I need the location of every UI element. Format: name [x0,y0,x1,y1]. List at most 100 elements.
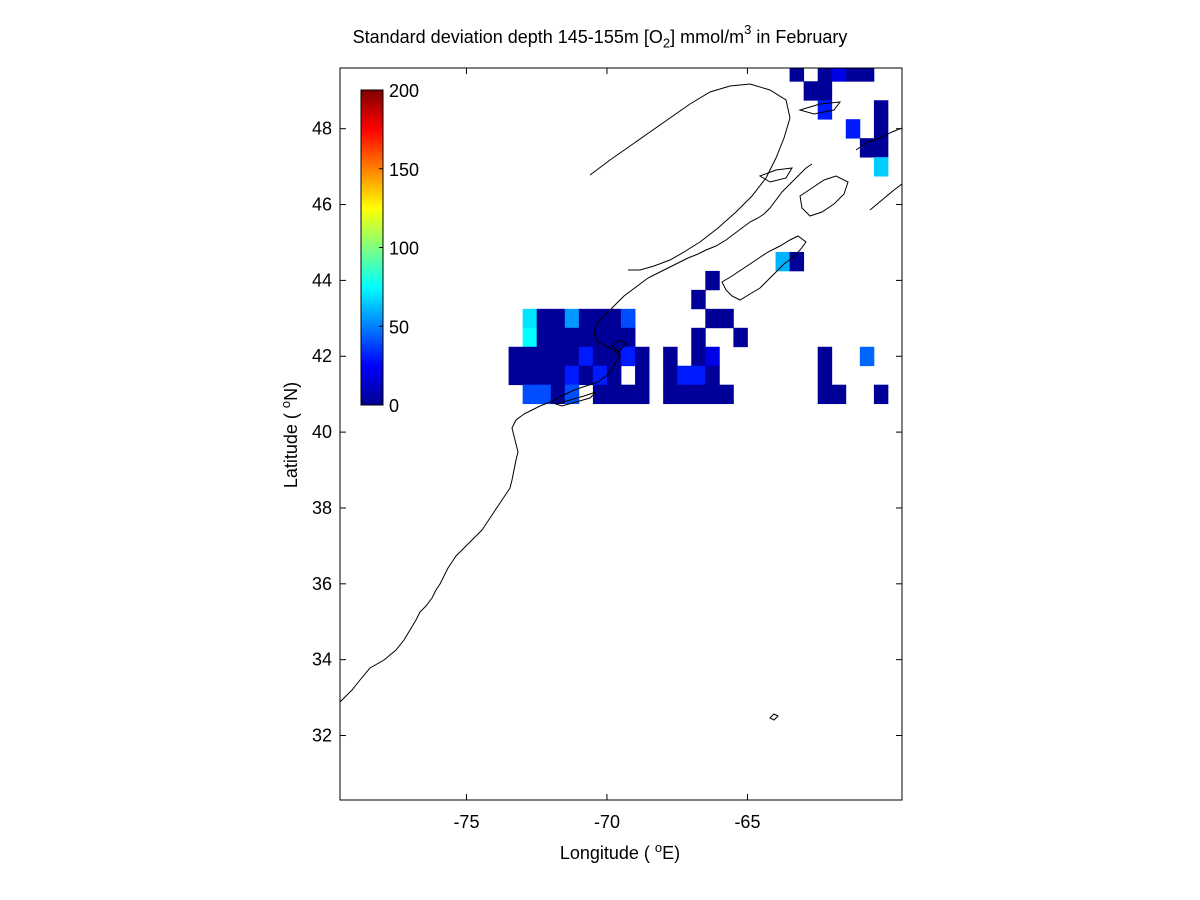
heatmap-cell [564,346,580,367]
y-tick-label: 38 [312,498,332,518]
heatmap-cell [691,384,706,405]
y-tick-label: 42 [312,346,332,366]
heatmap-cell [803,81,819,101]
x-tick-label: -70 [594,812,620,832]
heatmap-cell [859,138,875,158]
heatmap-cell [635,365,650,386]
heatmap-cell [691,289,706,310]
coastline-pei [758,167,793,183]
heatmap-cell [859,68,875,82]
x-axis-label: Longitude ( oE) [0,840,1200,864]
heatmap-cell [733,327,748,348]
x-axis-ticks: -75 -70 -65 [453,68,760,832]
title-subscript: 2 [662,35,671,51]
y-tick-label: 36 [312,574,332,594]
coastline-us-east [340,163,813,703]
coastline-newfoundland [855,127,902,211]
heatmap-cell [564,327,580,348]
heatmap-cell [817,68,833,82]
heatmap-cell [592,365,608,386]
y-tick-label: 40 [312,422,332,442]
colorbar-tick-label: 50 [389,317,409,337]
heatmap-cell [663,384,678,405]
heatmap-cell [550,327,566,348]
y-tick-label: 48 [312,119,332,139]
heatmap-cell [564,308,580,329]
heatmap-cell [550,365,566,386]
heatmap-cell [873,384,889,405]
heatmap-cell [578,308,594,329]
heatmap-cell [831,68,847,82]
heatmap-cell [522,346,538,367]
heatmap-cell [522,384,538,405]
heatmap-cell [817,100,833,120]
xlabel-pre: Longitude ( [559,843,655,863]
xlabel-degree: o [654,840,663,855]
heatmap-cell [873,138,889,158]
title-main: Standard deviation depth 145-155m [O [352,27,663,47]
heatmap-cell [621,384,636,405]
coastline-nova-scotia [721,235,807,301]
heatmap-cell [635,384,650,405]
heatmap-cell [621,308,636,329]
heatmap-cell [817,81,833,101]
heatmap-cell [592,327,608,348]
colorbar-tick-label: 150 [389,160,419,180]
heatmap-cell [536,327,552,348]
heatmap-cell [845,68,861,82]
heatmap-cell [873,119,889,139]
colorbar-tick-label: 0 [389,396,399,416]
heatmap-cell [691,346,706,367]
heatmap-cell [677,384,692,405]
heatmap-cell [705,365,720,386]
coastline-long-island [554,391,597,407]
y-tick-label: 44 [312,270,332,290]
coastline-anticosti [798,101,842,115]
heatmap-cell [845,119,861,139]
heatmap-cell [635,346,650,367]
axes-frame [339,67,903,801]
colorbar-tick-label: 100 [389,239,419,259]
coastline-cape-breton [799,175,849,217]
heatmap-cell [621,346,636,367]
heatmap-cell [592,308,608,329]
heatmap-cell [536,346,552,367]
title-end: in February [751,27,848,47]
heatmap-cells [508,68,889,405]
heatmap-cell [564,365,580,386]
heatmap-cell [522,308,538,329]
title-superscript: 3 [744,22,752,37]
ylabel-pre: Latitude ( [281,408,301,489]
y-axis-ticks: 32 34 36 38 40 42 44 46 48 [312,119,902,746]
heatmap-cell [719,308,734,329]
heatmap-cell [536,365,552,386]
heatmap-cell [536,308,552,329]
heatmap-cell [550,308,566,329]
x-tick-label: -75 [453,812,479,832]
heatmap-cell [789,68,805,82]
heatmap-cell [789,251,805,272]
heatmap-cell [508,365,524,386]
heatmap-cell [606,327,622,348]
heatmap-cell [606,308,622,329]
heatmap-cell [873,100,889,120]
heatmap-cell [719,384,734,405]
heatmap-cell [691,365,706,386]
coastline [340,83,902,721]
heatmap-cell [705,384,720,405]
y-tick-label: 32 [312,726,332,746]
ylabel-post: N) [281,381,301,401]
heatmap-cell [663,365,678,386]
y-tick-label: 46 [312,195,332,215]
heatmap-cell [550,384,566,405]
heatmap-cell [606,384,622,405]
heatmap-cell [705,346,720,367]
heatmap-cell [859,346,875,367]
chart-title: Standard deviation depth 145-155m [O2] m… [0,22,1200,51]
heatmap-cell [817,384,833,405]
heatmap-cell [592,346,608,367]
heatmap-cell [578,346,594,367]
heatmap-cell [578,365,594,386]
heatmap-cell [831,384,847,405]
